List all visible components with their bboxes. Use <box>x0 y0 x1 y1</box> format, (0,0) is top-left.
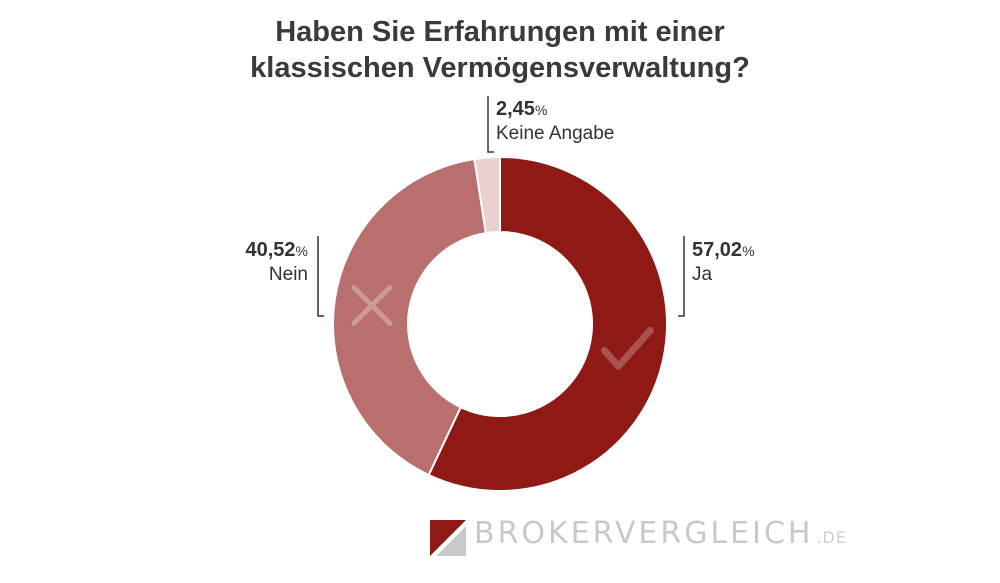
label-keine-angabe-name: Keine Angabe <box>496 123 615 144</box>
slice-ja <box>427 155 668 492</box>
label-nein-value: 40,52 <box>245 239 296 261</box>
label-keine-angabe-percent: % <box>534 102 548 118</box>
label-ja-value: 57,02 <box>692 239 743 261</box>
leader-keine-angabe <box>487 96 494 153</box>
brand-logo-tld: .DE <box>816 528 847 547</box>
label-ja-name: Ja <box>692 264 713 285</box>
label-ja-percent: % <box>742 243 755 259</box>
checkmark-icon <box>600 326 654 370</box>
label-keine-angabe-value: 2,45 <box>496 98 535 120</box>
label-nein-percent: % <box>295 243 308 259</box>
cross-icon <box>351 284 393 326</box>
brand-logo: BROKERVERGLEICH .DE <box>430 516 847 556</box>
slice-keine-angabe <box>473 155 501 235</box>
leader-ja <box>678 236 685 317</box>
label-nein-name: Nein <box>268 264 308 285</box>
label-nein: 40,52% Nein <box>245 238 308 287</box>
leader-nein <box>317 236 324 317</box>
chart-title-line-1: Haben Sie Erfahrungen mit einer <box>275 16 725 48</box>
label-ja: 57,02% Ja <box>692 238 755 287</box>
chart-title-line-2: klassischen Vermögensverwaltung? <box>250 52 750 84</box>
label-keine-angabe: 2,45% Keine Angabe <box>496 97 614 146</box>
brand-logo-text: BROKERVERGLEICH .DE <box>474 516 847 556</box>
brand-logo-icon <box>430 520 466 556</box>
brand-logo-name: BROKERVERGLEICH <box>474 516 814 551</box>
chart-title: Haben Sie Erfahrungen mit einer klassisc… <box>0 14 1000 86</box>
slice-nein <box>332 157 488 477</box>
